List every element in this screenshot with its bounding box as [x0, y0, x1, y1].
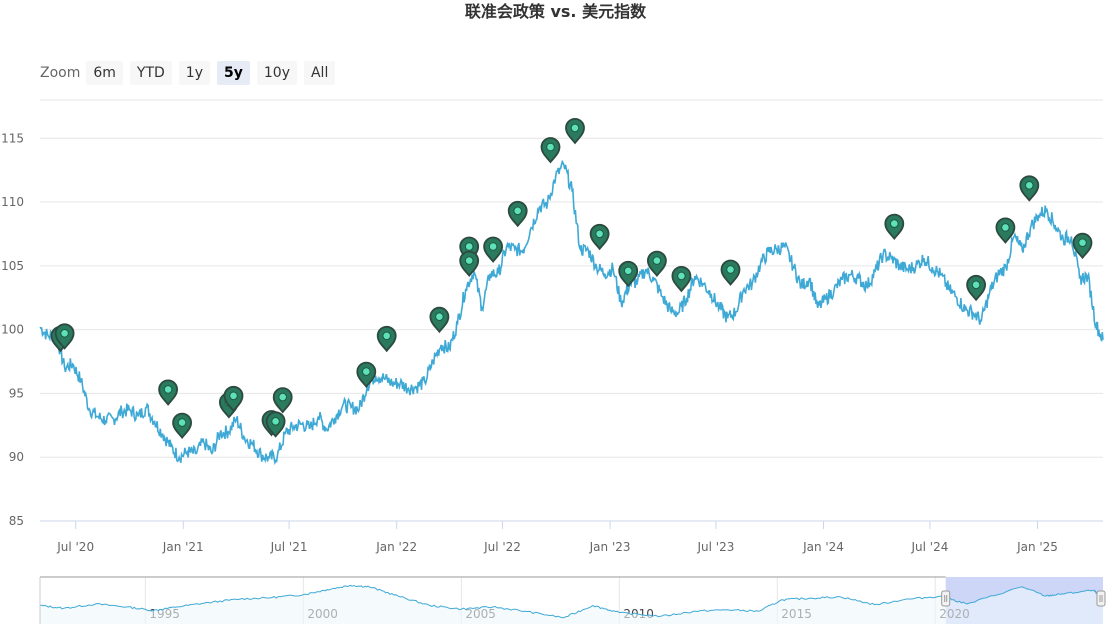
- handle-grip-icon: [941, 590, 951, 607]
- fed-policy-flag-marker[interactable]: [507, 200, 528, 228]
- handle-grip-icon: [1096, 590, 1106, 607]
- zoom-label: Zoom: [40, 65, 81, 81]
- y-gridlines: [40, 99, 1103, 522]
- x-tick-label: Jul '21: [270, 540, 308, 554]
- fed-policy-flag-marker[interactable]: [223, 385, 244, 413]
- zoom-ytd-button[interactable]: YTD: [129, 61, 172, 85]
- navigator-right-handle[interactable]: [1096, 590, 1106, 607]
- pin-dot: [464, 242, 474, 251]
- series-line[interactable]: [39, 159, 1104, 466]
- pin-dot: [1078, 238, 1087, 247]
- y-tick-label: 115: [1, 131, 24, 145]
- pin-dot: [595, 229, 604, 239]
- x-tick-label: Jan '23: [589, 540, 631, 554]
- fed-policy-flag-marker[interactable]: [429, 306, 450, 334]
- fed-policy-flag-marker[interactable]: [172, 412, 193, 440]
- pin-dot: [271, 416, 280, 426]
- pin-dot: [677, 271, 686, 281]
- pin-dot: [488, 242, 498, 251]
- x-tick-label: Jul '23: [696, 540, 734, 554]
- pin-dot: [60, 328, 69, 338]
- y-tick-label: 100: [1, 323, 24, 337]
- fed-policy-flag-marker[interactable]: [966, 274, 986, 302]
- fed-policy-flag-marker[interactable]: [1019, 175, 1040, 202]
- fed-policy-flag-marker[interactable]: [483, 236, 504, 263]
- zoom-1y-button[interactable]: 1y: [178, 61, 210, 85]
- fed-policy-flag-marker[interactable]: [356, 361, 377, 389]
- fed-policy-flag-marker[interactable]: [272, 387, 293, 414]
- pin-dot: [546, 142, 555, 152]
- pin-dot: [177, 418, 187, 427]
- navigator-left-handle[interactable]: [941, 590, 951, 607]
- zoom-6m-button[interactable]: 6m: [86, 61, 123, 85]
- x-tick-label: Jul '24: [910, 540, 948, 554]
- pin-dot: [163, 385, 173, 394]
- pin-dot: [435, 312, 444, 322]
- pin-dot: [229, 391, 238, 401]
- fed-policy-flag-marker[interactable]: [618, 260, 639, 288]
- y-tick-label: 110: [1, 195, 24, 209]
- fed-policy-flag-marker[interactable]: [540, 137, 561, 164]
- navigator-area: [40, 585, 1103, 624]
- x-tick-label: Jan '24: [802, 540, 844, 554]
- fed-policy-flag-marker[interactable]: [589, 223, 610, 251]
- pin-dot: [570, 123, 580, 133]
- y-tick-label: 95: [9, 386, 24, 400]
- y-tick-label: 85: [9, 514, 24, 528]
- fed-policy-flag-marker[interactable]: [158, 379, 179, 406]
- fed-policy-flag-marker[interactable]: [647, 250, 667, 278]
- pin-dot: [889, 219, 899, 228]
- chart-title: 联准会政策 vs. 美元指数: [464, 2, 647, 21]
- y-tick-label: 90: [9, 450, 24, 464]
- pin-dot: [726, 265, 735, 274]
- fed-policy-flag-marker[interactable]: [995, 217, 1016, 244]
- pin-dot: [278, 392, 288, 402]
- x-tick-label: Jan '25: [1016, 540, 1058, 554]
- pin-dot: [652, 256, 662, 265]
- x-tick-label: Jul '20: [56, 540, 94, 554]
- pin-dot: [623, 266, 633, 276]
- x-tick-label: Jul '22: [483, 540, 521, 554]
- y-tick-label: 105: [1, 259, 24, 273]
- x-tick-label: Jan '21: [162, 540, 204, 554]
- zoom-toolbar: Zoom 6m YTD 1y 5y 10y All: [40, 61, 342, 85]
- navigator-series-line: [39, 584, 1104, 619]
- pin-dot: [382, 331, 392, 341]
- pin-dot: [1001, 223, 1010, 232]
- fed-policy-flag-marker[interactable]: [671, 266, 692, 293]
- zoom-5y-button[interactable]: 5y: [217, 61, 250, 85]
- fed-policy-flag-marker[interactable]: [265, 411, 286, 438]
- pin-dot: [464, 256, 474, 265]
- x-tick-label: Jan '22: [375, 540, 417, 554]
- fed-policy-flag-marker[interactable]: [376, 325, 397, 353]
- zoom-all-button[interactable]: All: [303, 61, 336, 85]
- pin-dot: [361, 367, 371, 376]
- flag-markers: [50, 118, 1093, 440]
- fed-policy-flag-marker[interactable]: [1072, 232, 1093, 260]
- fed-policy-flag-marker[interactable]: [720, 259, 741, 286]
- pin-dot: [971, 280, 981, 290]
- navigator[interactable]: 199520002005201020152020: [39, 576, 1106, 624]
- pin-dot: [513, 206, 523, 216]
- pin-dot: [1025, 181, 1034, 190]
- fed-policy-flag-marker[interactable]: [54, 323, 75, 350]
- fed-policy-flag-marker[interactable]: [884, 213, 905, 241]
- fed-policy-flag-marker[interactable]: [565, 118, 585, 145]
- fed-policy-flag-marker[interactable]: [459, 250, 480, 278]
- zoom-10y-button[interactable]: 10y: [256, 61, 297, 85]
